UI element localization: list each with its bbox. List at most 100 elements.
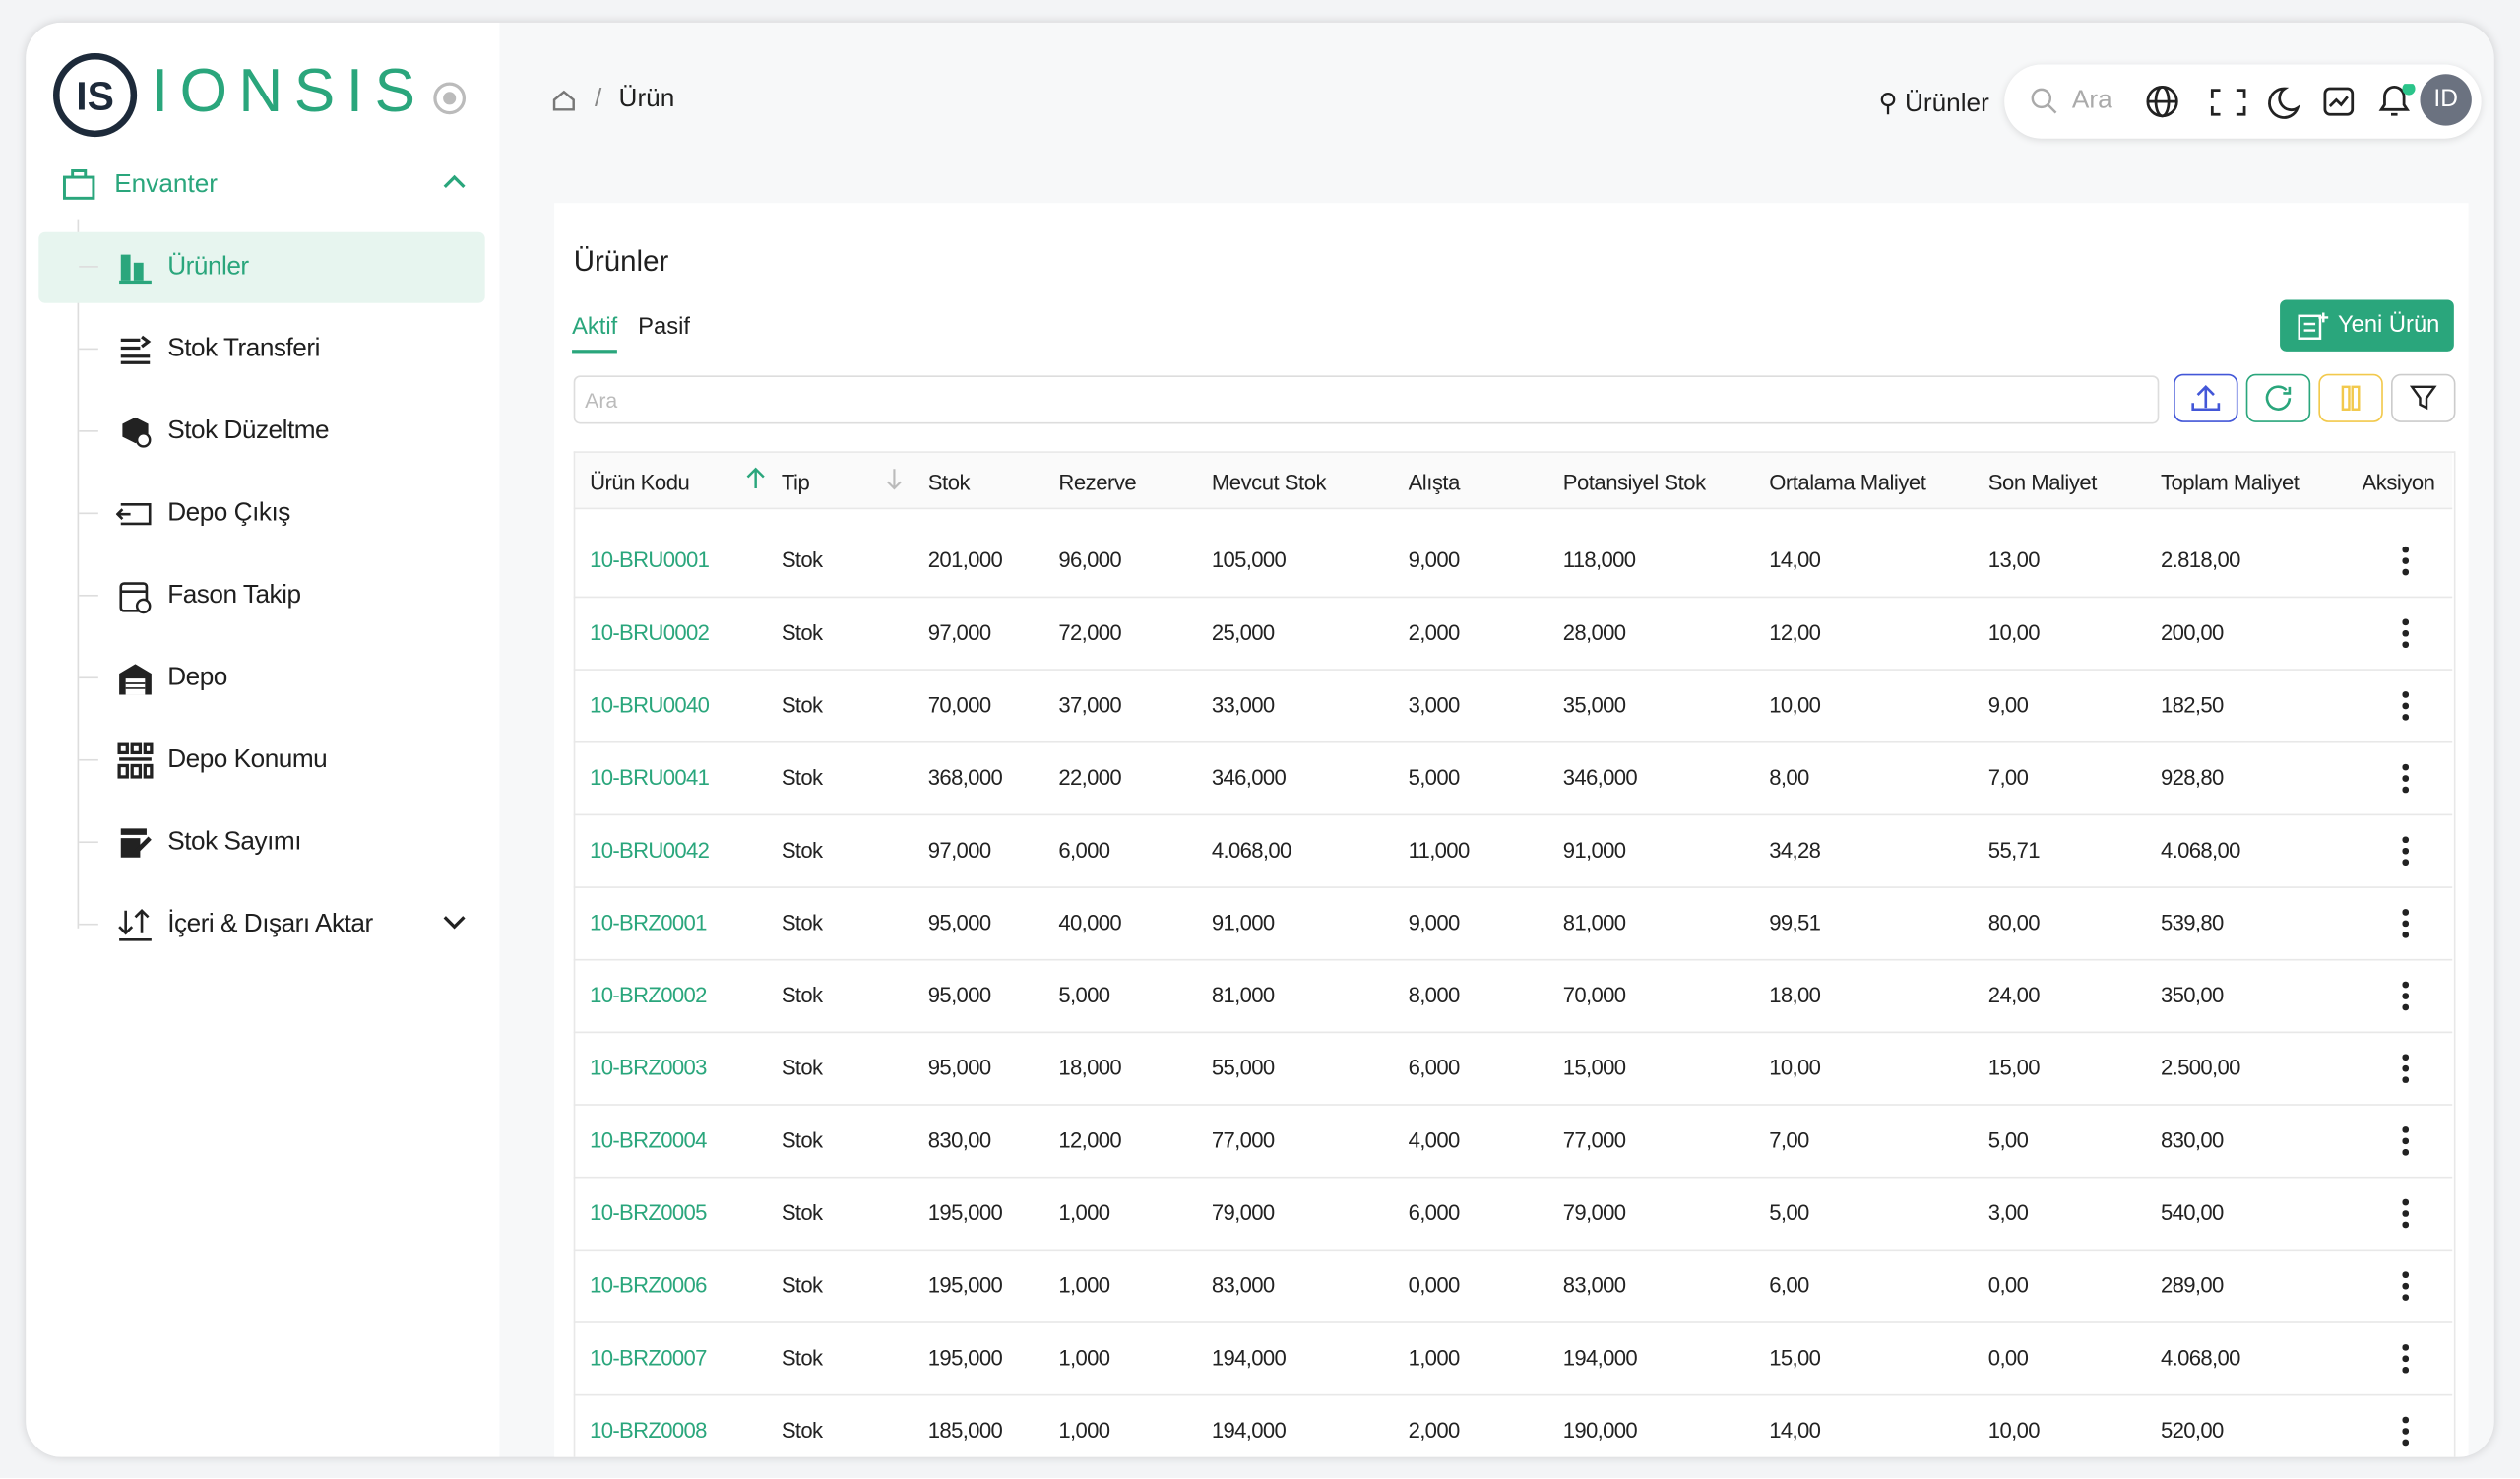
product-code[interactable]: 10-BRZ0003 [590, 1056, 707, 1080]
row-actions[interactable] [2402, 909, 2409, 942]
tree-line [77, 219, 80, 929]
table-cell: 194,000 [1562, 1345, 1638, 1371]
table-cell: 4.068,00 [2160, 1345, 2240, 1371]
section-icon [62, 169, 95, 200]
refresh-button[interactable] [2245, 373, 2311, 422]
column-header: Rezerve [1058, 470, 1137, 495]
pinned-page[interactable]: ⚲ Ürünler [1878, 90, 1989, 118]
table-cell: 10,00 [1769, 692, 1821, 718]
search-input[interactable]: Ara [2071, 87, 2112, 115]
tree-tick [79, 758, 98, 761]
nav-icon [116, 659, 155, 697]
product-code[interactable]: 10-BRU0002 [590, 620, 710, 645]
product-code[interactable]: 10-BRZ0008 [590, 1418, 707, 1443]
table-cell: 35,000 [1562, 692, 1626, 718]
filter-button[interactable] [2391, 373, 2456, 422]
row-actions[interactable] [2402, 836, 2409, 869]
product-code[interactable]: 10-BRZ0007 [590, 1345, 707, 1371]
table-cell: 2,000 [1408, 620, 1461, 645]
column-header: Ortalama Maliyet [1769, 470, 1926, 495]
table-cell: 70,000 [927, 692, 991, 718]
nav-icon [116, 906, 155, 944]
tab-active[interactable]: Aktif [572, 314, 618, 354]
table-cell: 15,00 [1769, 1345, 1821, 1371]
table-cell: Stok [781, 620, 823, 645]
table-cell: 14,00 [1769, 1418, 1821, 1443]
row-actions[interactable] [2402, 981, 2409, 1015]
collapse-icon[interactable] [441, 171, 467, 194]
nav-item[interactable]: Fason Takip [167, 581, 301, 610]
table-cell: 95,000 [927, 910, 991, 935]
columns-button[interactable] [2318, 373, 2383, 422]
nav-item[interactable]: Stok Transferi [167, 335, 320, 363]
page-title: Ürünler [573, 244, 669, 278]
table-cell: 14,00 [1769, 547, 1821, 573]
table-search[interactable]: Ara [573, 375, 2160, 424]
nav-item[interactable]: Stok Sayımı [167, 828, 302, 857]
row-actions[interactable] [2402, 691, 2409, 725]
table-cell: 1,000 [1058, 1273, 1110, 1298]
table-cell: 11,000 [1408, 838, 1471, 863]
tab[interactable]: Pasif [638, 314, 690, 341]
table-cell: 70,000 [1562, 983, 1626, 1008]
row-actions[interactable] [2402, 763, 2409, 798]
pin-sidebar[interactable] [432, 81, 468, 116]
logo-mark-text: IS [76, 73, 114, 118]
home-icon[interactable] [551, 87, 577, 112]
table-cell: 830,00 [2160, 1127, 2224, 1153]
content-card: Ürünler Aktif Pasif Yeni Ürün Ara Ürün K… [554, 203, 2469, 1457]
product-code[interactable]: 10-BRZ0002 [590, 983, 707, 1008]
product-code[interactable]: 10-BRU0040 [590, 692, 710, 718]
export-button[interactable] [2174, 373, 2238, 422]
search-icon [2031, 88, 2057, 114]
table-cell: 4.068,00 [2160, 838, 2240, 863]
section-title[interactable]: Envanter [114, 170, 219, 199]
table-cell: Stok [781, 1056, 823, 1080]
table-cell: 0,00 [1987, 1345, 2029, 1371]
toolbar-icons[interactable] [2143, 84, 2449, 122]
table-cell: 7,00 [1769, 1127, 1809, 1153]
row-divider [573, 1249, 2453, 1252]
tree-tick [79, 923, 98, 926]
table-cell: Stok [781, 547, 823, 573]
table-cell: 83,000 [1562, 1273, 1626, 1298]
table-cell: 95,000 [927, 983, 991, 1008]
product-code[interactable]: 10-BRU0041 [590, 765, 710, 791]
table-cell: 77,000 [1211, 1127, 1275, 1153]
table-cell: 28,000 [1562, 620, 1626, 645]
table-cell: 6,000 [1408, 1200, 1461, 1225]
expand-icon[interactable] [441, 911, 467, 933]
row-actions[interactable] [2402, 618, 2409, 653]
new-button[interactable]: Yeni Ürün [2280, 299, 2454, 352]
row-actions[interactable] [2402, 1344, 2409, 1378]
avatar[interactable]: ID [2420, 74, 2472, 126]
table-cell: Stok [781, 983, 823, 1008]
product-code[interactable]: 10-BRZ0001 [590, 910, 707, 935]
table-cell: 25,000 [1211, 620, 1275, 645]
sort-asc[interactable] [744, 466, 767, 491]
row-actions[interactable] [2402, 1271, 2409, 1305]
row-actions[interactable] [2402, 1054, 2409, 1087]
table-cell: 2.500,00 [2160, 1056, 2240, 1080]
row-actions[interactable] [2402, 1126, 2409, 1160]
nav-item[interactable]: İçeri & Dışarı Aktar [167, 910, 373, 938]
nav-item[interactable]: Depo Çıkış [167, 499, 290, 528]
table-cell: 81,000 [1211, 983, 1275, 1008]
table-cell: 95,000 [927, 1056, 991, 1080]
nav-item[interactable]: Stok Düzeltme [167, 417, 330, 445]
nav-item[interactable]: Depo [167, 664, 227, 692]
row-actions[interactable] [2402, 1198, 2409, 1233]
nav-item[interactable]: Ürünler [167, 252, 249, 281]
nav-item[interactable]: Depo Konumu [167, 745, 328, 774]
sort-icon[interactable] [883, 466, 906, 491]
product-code[interactable]: 10-BRU0001 [590, 547, 710, 573]
table-cell: 91,000 [1562, 838, 1626, 863]
table-search-placeholder: Ara [585, 388, 618, 414]
product-code[interactable]: 10-BRZ0004 [590, 1127, 707, 1153]
row-actions[interactable] [2402, 546, 2409, 580]
product-code[interactable]: 10-BRU0042 [590, 838, 710, 863]
table-cell: 83,000 [1211, 1273, 1275, 1298]
product-code[interactable]: 10-BRZ0005 [590, 1200, 707, 1225]
row-actions[interactable] [2402, 1416, 2409, 1450]
product-code[interactable]: 10-BRZ0006 [590, 1273, 707, 1298]
